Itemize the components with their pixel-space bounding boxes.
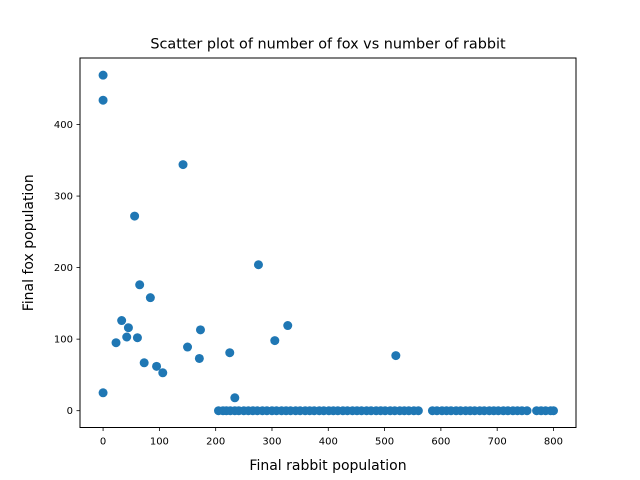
- data-point: [195, 325, 205, 335]
- data-point: [158, 368, 168, 378]
- x-tick-label: 300: [262, 437, 281, 448]
- x-axis-ticks: 0 100 200 300 400 500 600 700 800: [100, 427, 563, 448]
- y-tick-label: 100: [54, 335, 73, 346]
- data-point: [183, 342, 193, 352]
- data-point: [98, 95, 108, 105]
- y-tick-label: 400: [54, 120, 73, 131]
- chart-title: Scatter plot of number of fox vs number …: [150, 37, 506, 53]
- x-tick-label: 600: [431, 437, 450, 448]
- x-tick-label: 700: [488, 437, 507, 448]
- x-tick-label: 500: [375, 437, 394, 448]
- data-point: [225, 348, 235, 358]
- x-tick-label: 200: [206, 437, 225, 448]
- data-point: [111, 338, 121, 348]
- y-tick-label: 300: [54, 192, 73, 203]
- x-tick-label: 800: [544, 437, 563, 448]
- data-point: [413, 406, 423, 416]
- data-point: [253, 260, 263, 270]
- data-point: [194, 353, 204, 363]
- data-points: [98, 70, 558, 416]
- data-point: [522, 406, 532, 416]
- y-tick-label: 200: [54, 263, 73, 274]
- data-point: [122, 332, 132, 342]
- data-point: [230, 393, 240, 403]
- x-tick-label: 100: [150, 437, 169, 448]
- data-point: [139, 358, 149, 368]
- y-axis-ticks: 0 100 200 300 400: [54, 120, 80, 417]
- data-point: [98, 70, 108, 80]
- x-axis-label: Final rabbit population: [249, 458, 406, 474]
- data-point: [178, 160, 188, 170]
- data-point: [145, 293, 155, 303]
- x-tick-label: 400: [319, 437, 338, 448]
- data-point: [391, 351, 401, 361]
- x-tick-label: 0: [100, 437, 106, 448]
- data-point: [135, 280, 145, 290]
- data-point: [130, 211, 140, 221]
- data-point: [270, 336, 280, 346]
- data-point: [132, 333, 142, 343]
- data-point: [283, 321, 293, 331]
- y-tick-label: 0: [67, 406, 73, 417]
- data-point: [98, 388, 108, 398]
- data-point: [117, 316, 127, 326]
- data-point: [152, 361, 162, 371]
- data-point: [548, 406, 558, 416]
- y-axis-label: Final fox population: [21, 174, 37, 311]
- data-point: [123, 323, 133, 333]
